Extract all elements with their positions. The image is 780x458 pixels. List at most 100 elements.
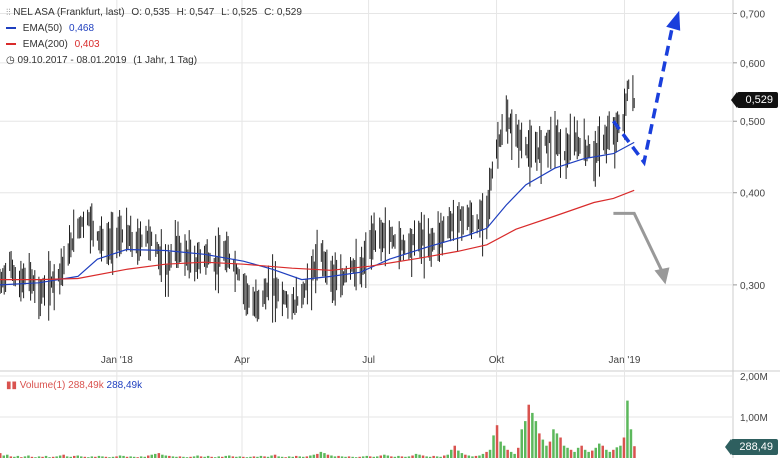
volume-bar [111, 456, 115, 458]
volume-bar [629, 429, 633, 458]
volume-bar [351, 456, 354, 458]
volume-bar [446, 454, 449, 458]
volume-bar [545, 445, 548, 458]
volume-bar [524, 421, 527, 458]
y-tick-label: 0,700 [740, 9, 765, 20]
volume-bar [139, 456, 143, 458]
volume-bar [263, 456, 266, 458]
volume-bar [443, 455, 446, 458]
volume-bar [259, 455, 263, 458]
volume-bar [390, 456, 393, 458]
volume-bar [562, 445, 566, 458]
legend-range[interactable]: ◷ 09.10.2017 - 08.01.2019 (1 Jahr, 1 Tag… [6, 55, 197, 66]
volume-bar [129, 456, 132, 458]
clock-icon: ◷ [6, 55, 15, 66]
volume-bar [189, 456, 192, 458]
volume-bar [605, 449, 608, 458]
volume-bar [531, 412, 534, 458]
volume-bar [569, 449, 573, 458]
volume-bar [407, 456, 411, 458]
legend-ema50[interactable]: EMA(50) 0,468 [6, 23, 94, 34]
volume-bar [80, 456, 83, 458]
volume-bar [203, 456, 206, 458]
volume-bar [509, 451, 513, 458]
volume-bar [393, 456, 397, 458]
volume-bar [495, 425, 499, 458]
high-value: H: 0,547 [176, 7, 215, 18]
volume-bar [206, 455, 210, 458]
volume-bar [41, 456, 44, 458]
projection-up-arrowhead [666, 10, 681, 31]
volume-bar [361, 456, 365, 458]
legend-volume[interactable]: ▮▮ Volume(1) 288,49k 288,49k [6, 380, 142, 391]
volume-bar [295, 455, 298, 458]
volume-bar [97, 455, 101, 458]
volume-bar [520, 429, 523, 458]
volume-bar [125, 456, 129, 458]
volume-bar [249, 456, 252, 458]
x-tick-label: Okt [489, 355, 505, 366]
volume-bar [337, 455, 340, 458]
volume-bar [435, 456, 439, 458]
volume-bar [62, 454, 65, 458]
volume-bar [534, 421, 538, 458]
volume-bar [457, 450, 460, 458]
volume-bar [333, 456, 337, 458]
volume-bar [464, 454, 467, 458]
volume-value-2: 288,49k [106, 380, 143, 391]
volume-bar [277, 456, 280, 458]
volume-bar [414, 453, 418, 458]
volume-label: Volume(1) [19, 380, 66, 391]
volume-bar [83, 456, 87, 458]
volume-bar [601, 445, 604, 458]
ema50-value: 0,468 [69, 23, 95, 34]
volume-bar [365, 455, 368, 458]
volume-bar [164, 455, 168, 458]
volume-bar [591, 450, 594, 458]
volume-bar [182, 456, 185, 458]
volume-bar [418, 454, 421, 458]
ema50-label: EMA(50) [22, 23, 63, 34]
volume-bar [552, 429, 555, 458]
volume-bar [228, 455, 231, 458]
volume-bar [235, 456, 238, 458]
volume-bar [55, 456, 58, 458]
open-value: O: 0,535 [131, 7, 170, 18]
ema50-swatch [6, 27, 16, 30]
volume-bar [0, 453, 2, 458]
legend-ema200[interactable]: EMA(200) 0,403 [6, 39, 100, 50]
volume-bar [23, 456, 27, 458]
volume-bar [101, 456, 104, 458]
ema200-swatch [6, 43, 16, 46]
volume-bar [168, 455, 171, 458]
x-tick-label: Jan '19 [609, 355, 641, 366]
volume-bar [323, 453, 326, 458]
volume-bar [340, 456, 344, 458]
volume-bar [143, 456, 146, 458]
volume-bar [69, 456, 72, 458]
volume-bar [400, 456, 404, 458]
volume-bar [51, 456, 55, 458]
volume-bar [73, 455, 76, 458]
volume-bar [428, 456, 432, 458]
y-tick-label: 0,400 [740, 189, 765, 200]
volume-bar [488, 449, 492, 458]
volume-bar [548, 441, 552, 458]
volume-bar [273, 454, 277, 458]
ema200-line [0, 189, 635, 281]
volume-bar [612, 449, 615, 458]
volume-bar [231, 456, 235, 458]
volume-bar [192, 456, 196, 458]
volume-bar [118, 455, 122, 458]
volume-bar [608, 451, 612, 458]
volume-bar [619, 445, 622, 458]
volume-bar [347, 456, 351, 458]
volume-bar [13, 456, 16, 458]
volume-bar [517, 447, 520, 458]
volume-bar [587, 451, 590, 458]
volume-bar [132, 456, 136, 458]
volume-bar [16, 455, 20, 458]
ohlc-icon: ⫶⫶ [6, 8, 11, 18]
